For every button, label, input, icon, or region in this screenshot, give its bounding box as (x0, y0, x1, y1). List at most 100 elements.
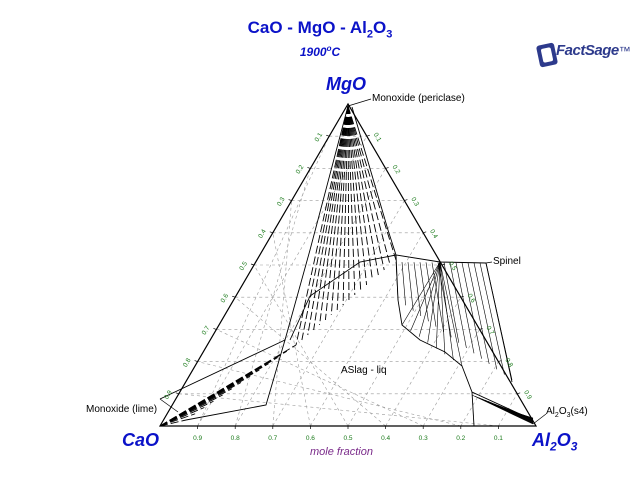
tie-line (443, 262, 460, 343)
tick-mark (517, 392, 521, 395)
factsage-logo-icon (536, 42, 558, 68)
tick-mark (288, 199, 292, 201)
tick-label: 0.2 (295, 164, 306, 176)
tick-label: 0.9 (522, 389, 533, 401)
tie-line (159, 407, 205, 427)
tie-line (479, 262, 505, 375)
tick-mark (213, 328, 217, 330)
tie-line (435, 261, 441, 349)
tie-line (413, 262, 422, 317)
tick-mark (460, 295, 464, 298)
label-lime: Monoxide (lime) (86, 404, 158, 415)
tick-label: 0.3 (276, 196, 287, 208)
leader-lime (159, 398, 179, 413)
tie-line (347, 105, 385, 271)
tick-label: 0.4 (381, 435, 390, 442)
tick-label: 0.6 (306, 435, 315, 442)
tick-labels: 0.9 0.9 0.1 0.8 0.8 0.2 0.7 0.7 0.3 0.6 0.6 0.4 0.5 0… (163, 131, 533, 442)
tie-line (401, 262, 406, 306)
tie-line (439, 261, 463, 367)
leader-al2o3 (532, 413, 547, 425)
tick-label: 0.6 (466, 293, 477, 305)
grid-line (272, 200, 405, 427)
tie-line (410, 261, 441, 331)
tie-line (419, 262, 429, 322)
tick-label: 0.1 (372, 132, 383, 144)
tie-line (347, 105, 350, 301)
tick-mark (498, 360, 502, 362)
tie-line (347, 105, 397, 261)
boundary-slag-right (395, 254, 521, 415)
leader-spinel (485, 261, 493, 264)
label-periclase: Monoxide (periclase) (372, 93, 465, 104)
label-spinel: Spinel (493, 256, 521, 267)
tie-line (427, 261, 441, 343)
temperature-label: 1900oC (299, 44, 341, 59)
tie-line (324, 105, 349, 321)
tie-line (319, 105, 349, 326)
tie-line (347, 105, 356, 296)
tie-line (295, 105, 349, 346)
tie-line (401, 261, 441, 326)
vertex-mgo: MgO (326, 74, 366, 94)
tick-label: 0.8 (503, 357, 514, 369)
tie-line (159, 419, 187, 427)
tie-line (342, 105, 349, 306)
tie-line (437, 262, 452, 338)
boundary-periclase-slag (289, 254, 397, 341)
tie-line (467, 262, 490, 365)
tie-line (449, 262, 467, 349)
tie-line (347, 105, 362, 291)
tick-mark (441, 263, 446, 266)
tie-line (347, 105, 373, 281)
tick-mark (269, 231, 273, 234)
tick-mark (423, 231, 427, 234)
tick-label: 0.6 (220, 292, 231, 304)
tie-line (336, 105, 349, 311)
tie-line (347, 105, 391, 266)
tie-line (439, 261, 454, 361)
tie-line (455, 262, 475, 354)
grid-line (347, 264, 443, 427)
label-aslag: ASlag - liq (341, 365, 387, 376)
grid-line (234, 168, 386, 427)
tick-mark (404, 199, 408, 201)
tick-label: 0.7 (201, 325, 212, 337)
tie-line (301, 105, 349, 341)
grid-line (216, 329, 424, 427)
grid-line (197, 136, 368, 427)
tick-label: 0.2 (391, 164, 402, 176)
tie-line (347, 105, 368, 286)
boundary-spinel (351, 106, 513, 383)
boundary-al2o3 (471, 391, 475, 427)
grid-line (272, 200, 292, 427)
tick-mark (326, 134, 330, 137)
tick-label: 0.1 (494, 435, 503, 442)
tie-line (418, 261, 441, 337)
grid-line (460, 361, 499, 427)
tick-mark (307, 167, 311, 169)
diagram-title: CaO - MgO - Al2O3 (247, 18, 393, 41)
tick-mark (366, 134, 370, 137)
tie-lines (159, 98, 547, 427)
tick-label: 0.5 (343, 435, 352, 442)
grid-line (385, 297, 462, 427)
tick-label: 0.7 (485, 325, 496, 337)
tie-line (159, 400, 214, 427)
tick-mark (175, 392, 179, 395)
tie-line (431, 262, 444, 333)
logo-text: FactSage™ (556, 42, 631, 59)
leader-periclase (347, 98, 372, 107)
vertex-cao: CaO (122, 430, 160, 450)
axis-label: mole fraction (310, 446, 373, 458)
tick-label: 0.1 (314, 131, 325, 143)
tick-label: 0.3 (409, 196, 420, 208)
tick-mark (250, 263, 255, 266)
grid-line (197, 136, 330, 427)
tick-mark (194, 360, 198, 362)
grid-lines (178, 135, 518, 427)
tick-mark (232, 295, 236, 298)
tie-line (461, 262, 482, 359)
tick-label: 0.4 (257, 228, 268, 240)
